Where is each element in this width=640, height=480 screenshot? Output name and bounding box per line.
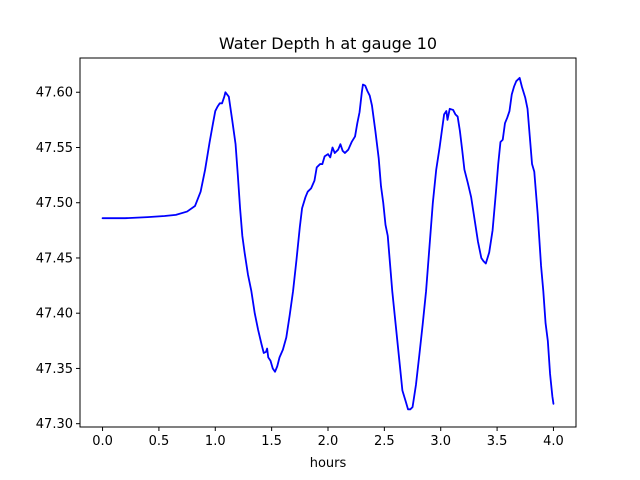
x-axis-label: hours: [310, 456, 347, 471]
x-tick-label: 2.5: [374, 434, 395, 449]
y-tick-label: 47.35: [36, 362, 73, 377]
chart-title: Water Depth h at gauge 10: [219, 34, 437, 53]
x-tick-label: 1.5: [261, 434, 282, 449]
plot-area: 0.0 0.5 1.0 1.5 2.0 2.5 3.0 3.5 4.0 47.30 47.35 47.…: [36, 57, 577, 449]
x-tick-label: 2.0: [318, 434, 339, 449]
x-tick-label: 4.0: [543, 434, 564, 449]
x-tick-label: 0.0: [92, 434, 113, 449]
x-tick-label: 0.5: [149, 434, 170, 449]
x-tick-label: 3.0: [430, 434, 451, 449]
y-tick-label: 47.55: [36, 141, 73, 156]
x-tick-label: 1.0: [205, 434, 226, 449]
x-tick-label: 3.5: [487, 434, 508, 449]
series-line-0: [101, 76, 555, 411]
y-tick-label: 47.40: [36, 307, 73, 322]
y-tick-label: 47.60: [36, 86, 73, 101]
y-tick-label: 47.50: [36, 196, 73, 211]
y-tick-label: 47.45: [36, 251, 73, 266]
y-tick-label: 47.30: [36, 417, 73, 432]
